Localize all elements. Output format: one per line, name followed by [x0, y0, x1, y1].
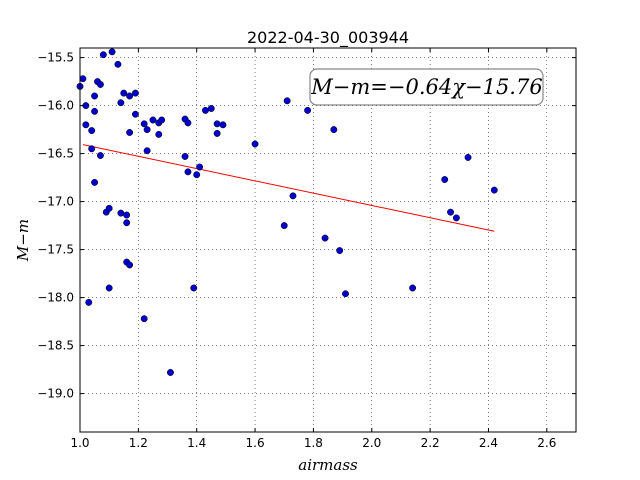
data-point [166, 369, 174, 376]
data-points [76, 48, 498, 376]
y-tick-label: −16.5 [37, 147, 74, 161]
data-point [213, 120, 221, 128]
data-point [441, 176, 449, 183]
data-point [207, 105, 215, 112]
y-tick-label: −18.5 [37, 339, 74, 353]
data-point [490, 186, 498, 194]
data-point [184, 119, 192, 127]
annotation-box [309, 68, 544, 106]
data-point [196, 163, 204, 171]
data-point [336, 247, 344, 255]
y-tick-labels: −15.5 −16.0 −16.5 −17.0 −17.5 −18.0 −18.5 −19.0 [37, 51, 74, 401]
data-point [123, 211, 131, 219]
plot-area [80, 48, 576, 432]
x-tick-label: 1.0 [70, 436, 89, 450]
data-point [91, 178, 99, 186]
data-point [283, 97, 291, 105]
data-point [82, 121, 90, 129]
data-point [143, 147, 151, 155]
grid-lines [79, 48, 576, 432]
x-tick-label: 1.2 [129, 436, 148, 450]
data-point [409, 284, 417, 292]
data-point [193, 171, 201, 179]
data-point [114, 60, 122, 68]
data-point [117, 99, 125, 107]
data-point [181, 153, 189, 160]
data-point [126, 92, 134, 100]
data-point [117, 209, 125, 217]
data-point [158, 116, 166, 124]
data-point [452, 214, 460, 222]
x-axis-label: airmass [298, 456, 358, 474]
x-tick-label: 2.6 [537, 436, 556, 450]
y-tick-label: −17.0 [37, 195, 74, 209]
data-point [85, 298, 93, 306]
x-tick-label: 1.8 [304, 436, 323, 450]
data-point [219, 121, 227, 129]
axis-ticks [79, 48, 576, 432]
data-point [105, 204, 113, 212]
equation-annotation: M−m=−0.64χ−15.76 [309, 68, 544, 106]
data-point [126, 261, 134, 269]
data-point [96, 81, 104, 88]
y-tick-label: −16.0 [37, 99, 74, 113]
x-tick-label: 1.6 [246, 436, 265, 450]
data-point [342, 290, 349, 298]
y-tick-label: −17.5 [37, 243, 74, 257]
annotation-text: M−m=−0.64χ−15.76 [310, 75, 542, 99]
data-point [79, 75, 87, 83]
data-point [88, 145, 96, 153]
data-point [140, 120, 148, 128]
data-point [143, 126, 151, 134]
data-point [131, 89, 139, 97]
data-point [120, 89, 128, 97]
data-point [184, 168, 192, 176]
data-point [140, 315, 148, 323]
data-point [330, 126, 338, 134]
data-point [202, 106, 209, 114]
data-point [131, 110, 139, 118]
data-point [213, 129, 221, 137]
y-tick-label: −15.5 [37, 51, 74, 65]
data-point [99, 51, 107, 59]
y-tick-label: −18.0 [37, 291, 74, 305]
data-point [190, 284, 198, 292]
data-point [280, 222, 288, 230]
data-point [88, 127, 96, 135]
data-point [447, 208, 454, 216]
data-point [321, 234, 329, 242]
data-point [105, 284, 113, 292]
data-point [289, 192, 297, 200]
chart-title: 2022-04-30_003944 [247, 28, 409, 48]
fit-line [82, 144, 495, 232]
plot-frame [79, 47, 577, 433]
data-point [108, 48, 116, 56]
data-point [96, 152, 104, 159]
y-tick-label: −19.0 [37, 387, 74, 401]
x-tick-label: 2.0 [362, 436, 381, 450]
x-tick-labels: 1.0 1.2 1.4 1.6 1.8 2.0 2.2 2.4 2.6 [70, 436, 556, 450]
data-point [464, 153, 472, 161]
x-tick-label: 2.4 [479, 436, 498, 450]
data-point [126, 129, 134, 136]
x-tick-label: 1.4 [187, 436, 206, 450]
data-point [251, 140, 259, 148]
data-point [123, 219, 131, 227]
data-point [91, 107, 99, 115]
data-point [149, 116, 157, 124]
fit-line-group [82, 144, 495, 232]
data-point [304, 106, 312, 114]
data-point [91, 92, 99, 100]
data-point [155, 130, 163, 138]
x-tick-label: 2.2 [421, 436, 440, 450]
y-axis-label: M−m [14, 219, 32, 262]
